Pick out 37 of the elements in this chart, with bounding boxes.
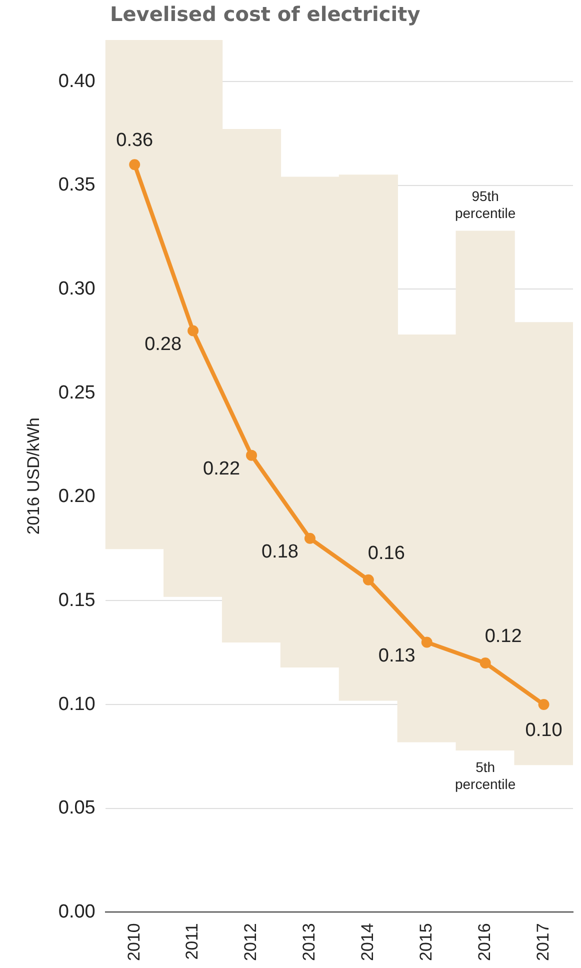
point	[538, 699, 550, 710]
y-tick-label: 0.20	[58, 486, 96, 508]
data-label: 0.18	[261, 542, 298, 563]
point	[421, 636, 432, 648]
x-tick-label: 2014	[358, 923, 378, 962]
data-label: 0.28	[144, 334, 182, 355]
data-label: 0.16	[368, 543, 405, 564]
annotation: 95th percentile	[454, 188, 516, 221]
x-tick-label: 2017	[533, 923, 552, 962]
y-tick-label: 0.15	[58, 590, 96, 611]
data-label: 0.10	[525, 720, 562, 741]
x-tick-label: 2013	[300, 923, 319, 962]
x-tick-label: 2012	[241, 923, 260, 962]
y-tick-label: 0.30	[58, 278, 96, 300]
point	[129, 159, 140, 170]
data-label: 0.13	[378, 645, 416, 666]
y-tick-label: 0.40	[58, 70, 96, 92]
y-axis-title: 2016 USD/kWh	[24, 418, 43, 535]
data-label: 0.22	[203, 458, 240, 480]
x-tick-label: 2015	[416, 923, 436, 962]
y-tick-label: 0.05	[58, 798, 96, 819]
point	[188, 325, 199, 336]
point	[304, 532, 316, 544]
data-label: 0.12	[484, 626, 522, 648]
y-tick-label: 0.25	[58, 382, 96, 404]
point	[480, 657, 491, 668]
data-label: 0.36	[116, 130, 154, 151]
point	[362, 574, 374, 586]
chart-title: Levelised cost of electricity	[110, 2, 420, 26]
y-tick-label: 0.35	[58, 174, 96, 196]
x-tick-label: 2010	[124, 923, 144, 962]
x-tick-label: 2016	[475, 923, 494, 962]
y-tick-label: 0.00	[58, 901, 96, 922]
y-tick-label: 0.10	[58, 694, 96, 715]
annotation: 5th percentile	[454, 759, 516, 792]
point	[246, 450, 258, 461]
x-tick-label: 2011	[182, 923, 202, 960]
